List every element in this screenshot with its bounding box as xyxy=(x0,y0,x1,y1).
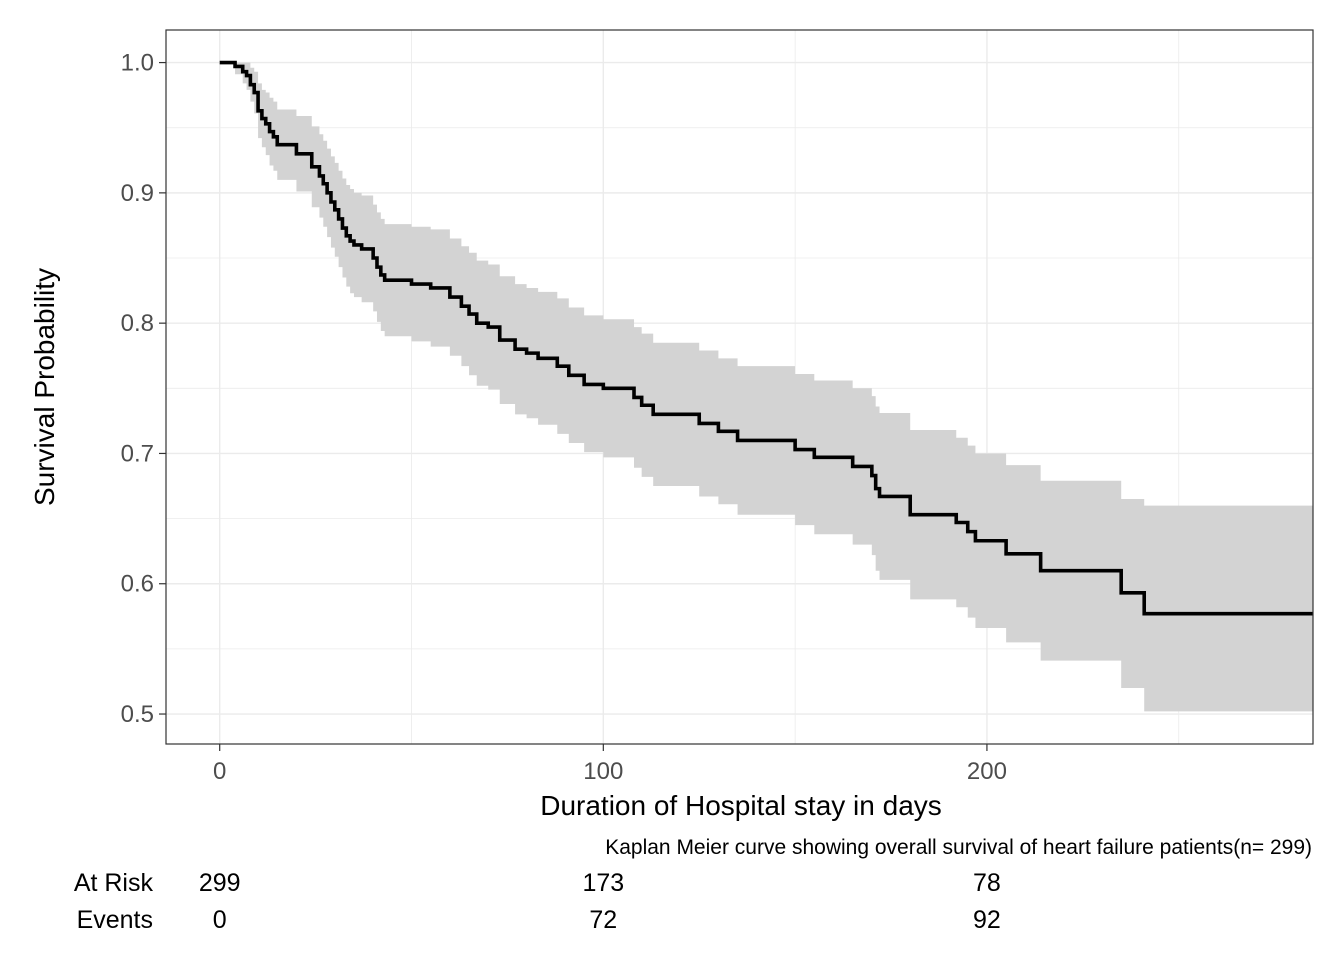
y-axis-title: Survival Probability xyxy=(29,268,60,506)
x-axis: 0 100 200 xyxy=(213,744,1007,785)
y-tick-label: 0.9 xyxy=(121,180,154,207)
risk-value: 299 xyxy=(199,869,241,897)
y-tick-label: 0.6 xyxy=(121,571,154,598)
risk-row-label: At Risk xyxy=(74,869,154,897)
risk-value: 72 xyxy=(589,906,617,934)
x-tick-label: 0 xyxy=(213,758,226,785)
y-tick-label: 1.0 xyxy=(121,50,154,77)
y-tick-label: 0.8 xyxy=(121,310,154,337)
survival-curve xyxy=(219,60,1313,616)
x-axis-title: Duration of Hospital stay in days xyxy=(540,790,942,821)
chart-caption: Kaplan Meier curve showing overall survi… xyxy=(605,836,1312,859)
risk-value: 173 xyxy=(582,869,624,897)
survival-curve-layer xyxy=(219,60,1313,616)
x-tick-label: 200 xyxy=(967,758,1007,785)
x-tick-label: 100 xyxy=(583,758,623,785)
y-axis: 0.5 0.6 0.7 0.8 0.9 1.0 xyxy=(121,50,166,728)
risk-value: 78 xyxy=(973,869,1001,897)
risk-value: 92 xyxy=(973,906,1001,934)
y-tick-label: 0.5 xyxy=(121,701,154,728)
y-tick-label: 0.7 xyxy=(121,440,154,467)
risk-table: At Risk 299 173 78 Events 0 72 92 xyxy=(74,869,1001,934)
panel-border xyxy=(165,29,1314,745)
confidence-band xyxy=(219,62,1314,712)
risk-row-label: Events xyxy=(77,906,153,934)
ci-band-polygon xyxy=(219,62,1314,712)
risk-value: 0 xyxy=(213,906,227,934)
